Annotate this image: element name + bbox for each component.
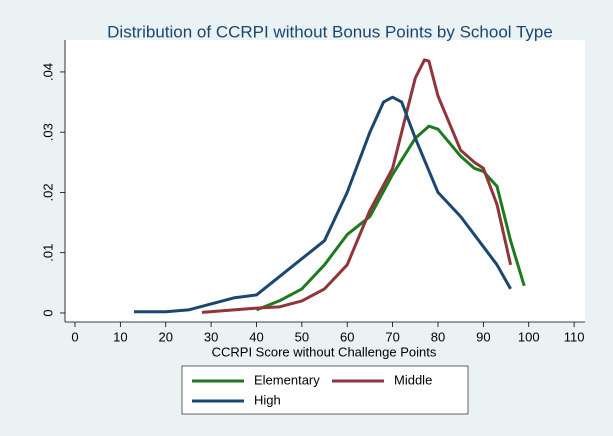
legend-label: Middle <box>394 372 432 387</box>
x-tick-label: 30 <box>204 329 218 344</box>
x-axis-label: CCRPI Score without Challenge Points <box>212 344 437 359</box>
x-tick-label: 0 <box>71 329 78 344</box>
y-tick-label: .01 <box>40 244 55 262</box>
x-tick-label: 90 <box>476 329 490 344</box>
line-series <box>255 124 526 312</box>
x-tick-label: 70 <box>385 329 399 344</box>
y-tick-label: 0 <box>40 309 55 316</box>
x-tick-label: 20 <box>158 329 172 344</box>
legend <box>181 365 469 415</box>
x-tick-label: 10 <box>113 329 127 344</box>
x-tick-label: 50 <box>295 329 309 344</box>
x-tick-label: 110 <box>564 329 585 344</box>
x-tick-label: 100 <box>518 329 540 344</box>
legend-label: Elementary <box>254 372 320 387</box>
y-tick-label: .03 <box>40 123 55 141</box>
x-tick-label: 40 <box>249 329 263 344</box>
chart-title: Distribution of CCRPI without Bonus Poin… <box>107 22 553 41</box>
y-tick-label: .02 <box>40 183 55 201</box>
x-tick-label: 60 <box>340 329 354 344</box>
x-tick-label: 80 <box>431 329 445 344</box>
line-series <box>134 95 512 314</box>
y-tick-label: .04 <box>40 63 55 81</box>
legend-label: High <box>254 392 281 407</box>
plot-area <box>65 40 585 322</box>
